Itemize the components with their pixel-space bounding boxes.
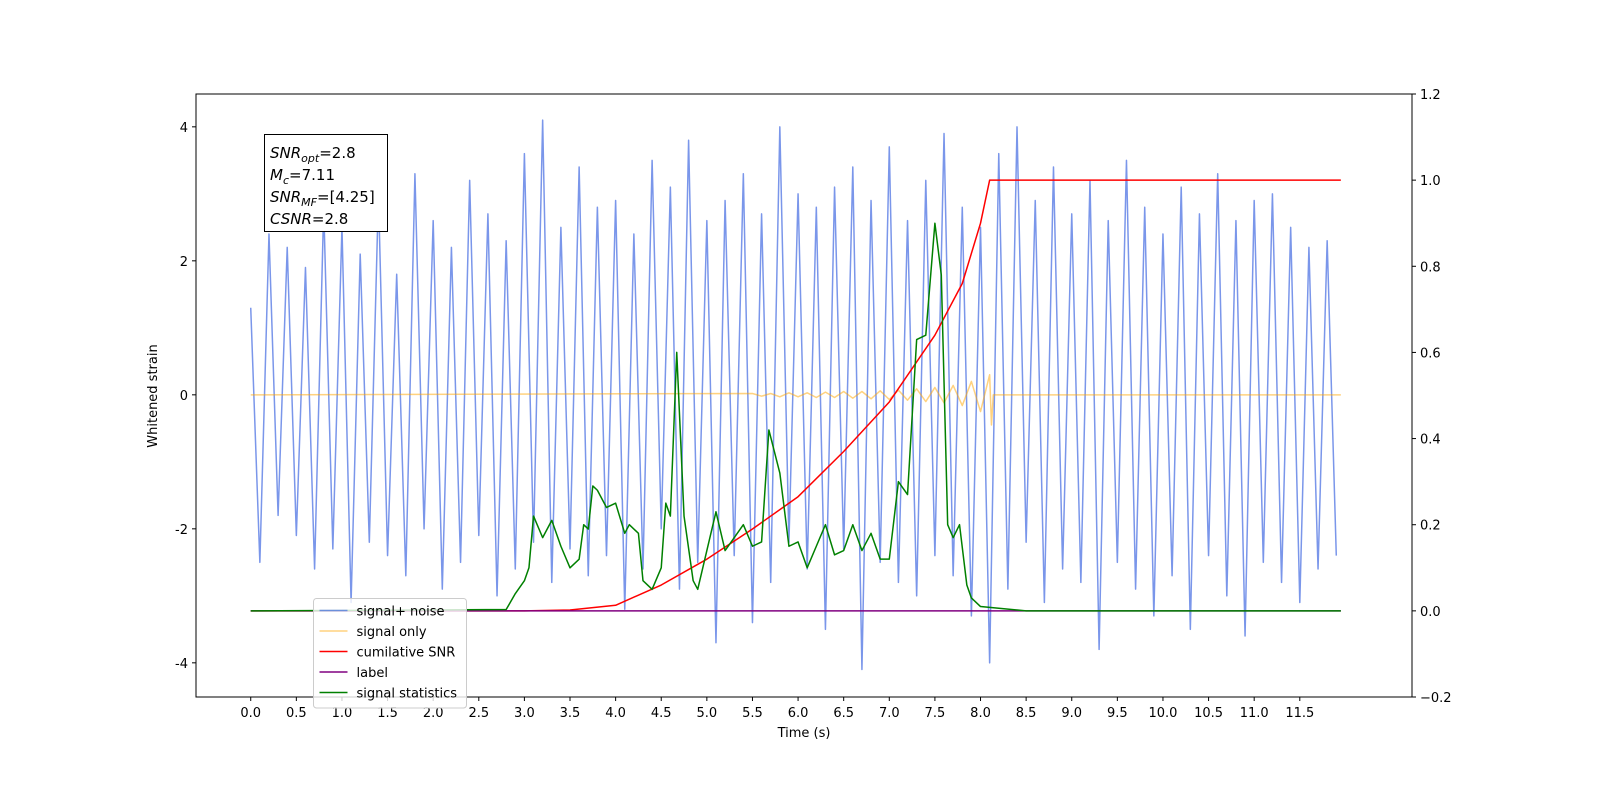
x-tick-label: 5.0 xyxy=(697,706,718,721)
y2-tick-label: 0.4 xyxy=(1420,433,1441,448)
y2-tick-label: 0.8 xyxy=(1420,260,1441,275)
legend-label: signal only xyxy=(357,625,427,640)
axes-frame xyxy=(195,93,1413,698)
y-axis-label: Whitened strain xyxy=(146,344,161,447)
annotation-text: CSNR xyxy=(270,210,312,228)
x-tick-label: 4.0 xyxy=(605,706,626,721)
annotation-text: =[4.25] xyxy=(317,188,375,206)
x-tick-label: 4.5 xyxy=(651,706,672,721)
x-tick-label: 10.5 xyxy=(1194,706,1223,721)
x-tick-label: 11.5 xyxy=(1285,706,1314,721)
legend-label: signal+ noise xyxy=(357,605,445,620)
series-line xyxy=(250,373,1341,426)
x-tick-label: 8.5 xyxy=(1016,706,1037,721)
x-tick-label: 3.5 xyxy=(560,706,581,721)
x-axis-label: Time (s) xyxy=(777,726,831,741)
annotation-subscript: MF xyxy=(301,196,317,209)
x-tick-label: 8.0 xyxy=(970,706,991,721)
legend-label: cumilative SNR xyxy=(357,646,456,661)
legend: signal+ noise signal only cumilative SNR la… xyxy=(313,598,467,709)
x-tick-label: 7.5 xyxy=(925,706,946,721)
y2-tick-label: 1.0 xyxy=(1420,174,1441,189)
y2-tick-label: 1.2 xyxy=(1420,88,1441,103)
x-tick-label: 6.0 xyxy=(788,706,809,721)
x-tick-label: 10.0 xyxy=(1148,706,1177,721)
series-line xyxy=(249,119,1338,671)
x-tick-label: 7.0 xyxy=(879,706,900,721)
plot-area xyxy=(249,119,1341,671)
x-tick-label: 2.0 xyxy=(423,706,444,721)
annotation-line: SNRopt=2.8 xyxy=(270,144,356,165)
y-tick-label: 2 xyxy=(180,255,188,270)
annotation-frame xyxy=(264,134,388,232)
x-tick-label: 0.0 xyxy=(240,706,261,721)
x-tick-label: 1.0 xyxy=(332,706,353,721)
x-tick-label: 9.0 xyxy=(1061,706,1082,721)
legend-label: signal statistics xyxy=(357,687,458,702)
x-tick-label: 5.5 xyxy=(742,706,763,721)
annotation-text: SNR xyxy=(270,144,301,162)
annotation-subscript: opt xyxy=(301,152,320,165)
annotation-subscript: c xyxy=(283,174,289,187)
y2-tick-label: 0.6 xyxy=(1420,346,1441,361)
series-line xyxy=(250,222,1341,612)
series-line xyxy=(250,179,1341,612)
annotation-line: SNRMF=[4.25] xyxy=(270,188,375,209)
y2-tick-label: −0.2 xyxy=(1420,691,1452,706)
x-tick-label: 0.5 xyxy=(286,706,307,721)
y2-tick-label: 0.0 xyxy=(1420,605,1441,620)
annotation-line: Mc=7.11 xyxy=(270,166,335,187)
annotation-text: =7.11 xyxy=(289,166,335,184)
y-tick-label: 4 xyxy=(180,121,188,136)
x-tick-label: 2.5 xyxy=(468,706,489,721)
x-tick-label: 6.5 xyxy=(833,706,854,721)
annotation-text: =2.8 xyxy=(312,210,348,228)
y-tick-label: 0 xyxy=(180,389,188,404)
legend-label: label xyxy=(357,666,388,681)
y-tick-label: -4 xyxy=(175,657,188,672)
annotation-line: CSNR=2.8 xyxy=(270,210,348,228)
x-tick-label: 1.5 xyxy=(377,706,398,721)
y2-tick-label: 0.2 xyxy=(1420,519,1441,534)
annotation-text: M xyxy=(270,166,283,184)
legend-frame xyxy=(313,598,467,709)
x-tick-label: 3.0 xyxy=(514,706,535,721)
y-tick-label: -2 xyxy=(175,523,188,538)
annotation-text: SNR xyxy=(270,188,301,206)
x-tick-label: 11.0 xyxy=(1240,706,1269,721)
x-tick-label: 9.5 xyxy=(1107,706,1128,721)
annotation-text: =2.8 xyxy=(319,144,355,162)
